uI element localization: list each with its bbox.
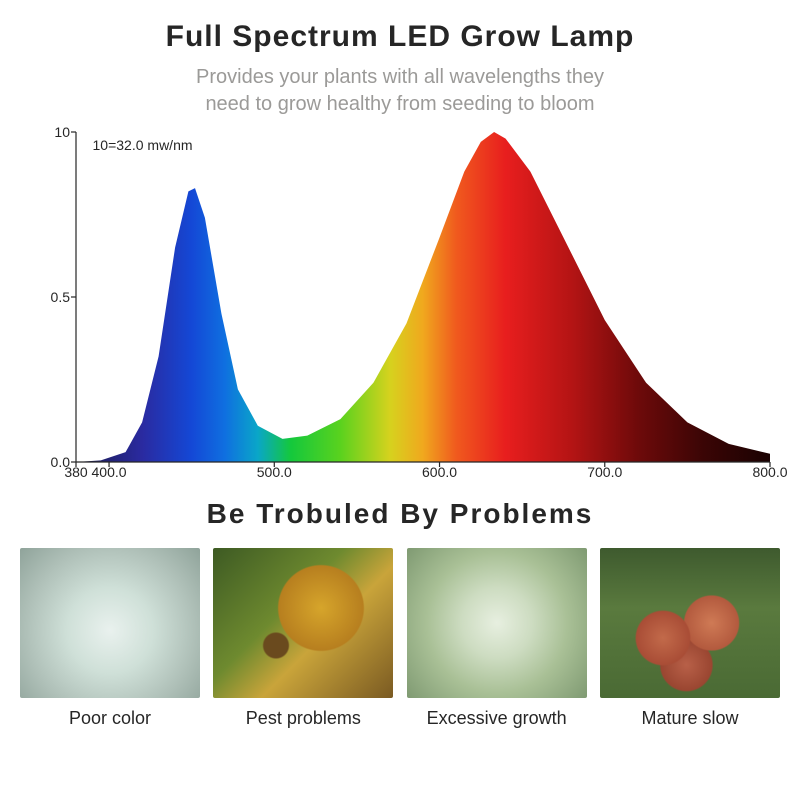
x-tick-label: 600.0 [422,464,457,480]
problem-image-pale-succulent [20,548,200,698]
problem-card: Poor color [20,548,200,729]
problem-caption: Excessive growth [407,708,587,729]
page-subtitle: Provides your plants with all wavelength… [0,64,800,118]
problem-image-lychee-fruits [600,548,780,698]
subtitle-line-1: Provides your plants with all wavelength… [196,66,604,88]
x-tick-label: 380 [64,464,87,480]
problem-image-spotted-leaf [213,548,393,698]
y-tick-label: 0.5 [51,289,70,305]
x-tick-label: 800.0 [752,464,787,480]
x-axis: 380400.0500.0600.0700.0800.0 [76,464,770,484]
problem-caption: Pest problems [213,708,393,729]
spectrum-svg [76,132,770,462]
problem-card: Excessive growth [407,548,587,729]
y-axis: 0.00.510 [30,132,76,462]
x-tick-label: 500.0 [257,464,292,480]
problem-caption: Poor color [20,708,200,729]
y-tick-label: 10 [54,124,70,140]
problems-row: Poor color Pest problems Excessive growt… [20,548,780,729]
subtitle-line-2: need to grow healthy from seeding to blo… [205,93,594,115]
chart-inner-label: 10=32.0 mw/nm [93,137,193,153]
problems-heading: Be Trobuled By Problems [0,498,800,530]
problem-image-green-succulents [407,548,587,698]
x-tick-label: 700.0 [587,464,622,480]
problem-caption: Mature slow [600,708,780,729]
x-tick-label: 400.0 [92,464,127,480]
problem-card: Pest problems [213,548,393,729]
spectrum-chart: 0.00.510 380400.0500.0600.0700.0800.0 10… [30,132,770,462]
problem-card: Mature slow [600,548,780,729]
page-title: Full Spectrum LED Grow Lamp [0,0,800,54]
